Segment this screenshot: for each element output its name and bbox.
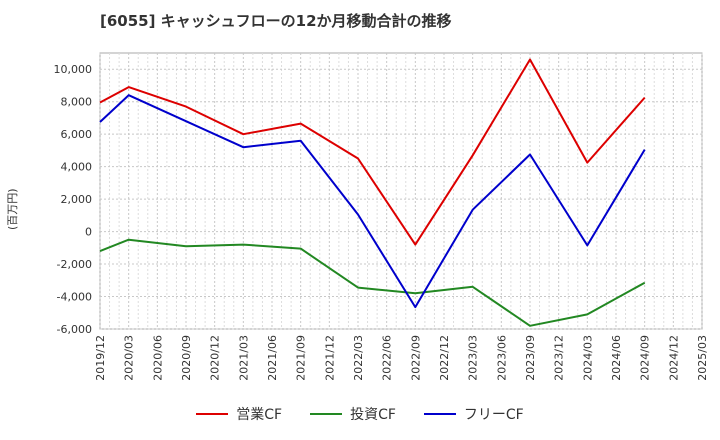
x-tick-label: 2020/12 xyxy=(209,335,222,381)
legend-item: フリーCF xyxy=(423,404,524,424)
y-tick-labels: -6,000 -4,000 -2,000 0 2,000 4,000 6,000 8,000 1… xyxy=(54,63,93,336)
x-tick-label: 2025/03 xyxy=(696,335,709,381)
series-line xyxy=(99,238,646,327)
legend-label: 投資CF xyxy=(350,407,396,423)
vertical-gridlines xyxy=(99,53,703,329)
x-tick-labels: 2019/12 2020/03 2020/06 2020/09 2020/12 2021/… xyxy=(94,335,709,381)
chart-title: [6055] キャッシュフローの12か月移動合計の推移 xyxy=(100,12,452,30)
chart-plot: -6,000 -4,000 -2,000 0 2,000 4,000 6,000 8,000 1… xyxy=(54,52,709,381)
y-tick-label: 4,000 xyxy=(61,161,93,174)
series-line xyxy=(99,94,646,309)
y-tick-label: -4,000 xyxy=(57,291,92,304)
y-tick-label: 2,000 xyxy=(61,193,93,206)
legend: 営業CF 投資CF フリーCF xyxy=(0,404,720,424)
y-tick-label: -6,000 xyxy=(57,323,92,336)
x-tick-label: 2024/12 xyxy=(667,335,680,381)
legend-label: 営業CF xyxy=(236,407,283,423)
legend-swatch xyxy=(196,413,229,415)
x-tick-label: 2021/03 xyxy=(237,335,250,381)
x-tick-label: 2021/09 xyxy=(295,335,308,381)
y-tick-label: 6,000 xyxy=(61,128,93,141)
x-tick-label: 2024/03 xyxy=(581,335,594,381)
x-tick-label: 2024/09 xyxy=(639,335,652,381)
x-tick-label: 2021/12 xyxy=(323,335,336,381)
x-tick-label: 2022/12 xyxy=(438,335,451,381)
y-tick-label: 8,000 xyxy=(61,96,93,109)
x-tick-label: 2022/03 xyxy=(352,335,365,381)
x-tick-label: 2019/12 xyxy=(94,335,107,381)
x-tick-label: 2020/06 xyxy=(151,335,164,381)
series-line xyxy=(99,58,646,246)
x-tick-label: 2023/12 xyxy=(553,335,566,381)
x-tick-label: 2023/06 xyxy=(495,335,508,381)
legend-swatch xyxy=(423,413,456,415)
y-tick-label: -2,000 xyxy=(57,258,92,271)
series-lines xyxy=(99,58,646,327)
plot-area xyxy=(99,52,703,330)
y-tick-label: 10,000 xyxy=(54,63,93,76)
x-tick-label: 2022/09 xyxy=(409,335,422,381)
horizontal-gridlines xyxy=(100,68,702,330)
x-tick-label: 2023/09 xyxy=(524,335,537,381)
x-tick-label: 2020/09 xyxy=(180,335,193,381)
x-tick-label: 2021/06 xyxy=(266,335,279,381)
x-tick-label: 2024/06 xyxy=(610,335,623,381)
x-tick-label: 2020/03 xyxy=(123,335,136,381)
x-tick-label: 2022/06 xyxy=(381,335,394,381)
legend-item: 投資CF xyxy=(310,404,396,424)
y-tick-label: 0 xyxy=(85,226,92,239)
legend-item: 営業CF xyxy=(196,404,282,424)
legend-label: フリーCF xyxy=(463,407,524,423)
legend-swatch xyxy=(310,413,343,415)
x-tick-label: 2023/03 xyxy=(467,335,480,381)
